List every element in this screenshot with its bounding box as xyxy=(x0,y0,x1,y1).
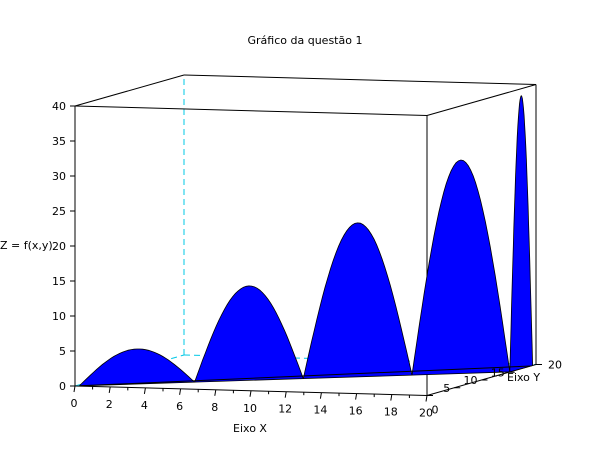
x-tick xyxy=(425,395,428,402)
x-tick xyxy=(319,392,322,399)
box-edge xyxy=(426,84,537,116)
x-tick-label: 18 xyxy=(384,406,398,419)
x-tick xyxy=(179,388,182,395)
surface-lobe xyxy=(302,222,413,380)
surface-lobe xyxy=(194,285,304,383)
z-tick-label: 5 xyxy=(59,345,66,358)
x-tick xyxy=(355,393,358,400)
box-edge xyxy=(74,105,428,116)
x-tick-label: 16 xyxy=(349,405,363,418)
x-tick xyxy=(108,386,111,394)
y-tick-label: 5 xyxy=(443,382,450,395)
x-tick-label: 2 xyxy=(106,398,113,411)
x-tick-label: 14 xyxy=(313,404,327,417)
x-tick-label: 4 xyxy=(141,399,148,412)
x-tick-label: 20 xyxy=(419,407,433,420)
x-tick-label: 8 xyxy=(211,401,218,414)
x-tick xyxy=(143,387,146,394)
z-tick-label: 0 xyxy=(59,380,66,393)
z-tick-label: 35 xyxy=(52,135,66,148)
x-tick-label: 12 xyxy=(278,403,292,416)
y-tick-label: 20 xyxy=(548,359,562,372)
surface-lobe xyxy=(411,159,511,376)
x-tick xyxy=(390,394,393,401)
y-tick-label: 0 xyxy=(432,404,439,417)
z-tick-label: 10 xyxy=(52,310,66,323)
x-tick xyxy=(73,385,76,393)
surface-group xyxy=(78,94,534,387)
x-tick-label: 0 xyxy=(71,397,78,410)
surface-lobe xyxy=(78,348,196,387)
box-edge xyxy=(183,74,537,85)
z-tick-label: 30 xyxy=(52,170,66,183)
x-tick-label: 10 xyxy=(243,402,257,415)
x-tick xyxy=(284,391,287,398)
y-axis-label: Eixo Y xyxy=(507,371,540,384)
y-tick-label: 15 xyxy=(491,366,505,379)
x-tick xyxy=(214,389,217,396)
surface-base-line xyxy=(79,365,531,387)
z-tick-label: 20 xyxy=(52,240,66,253)
chart-title: Gráfico da questão 1 xyxy=(248,34,363,47)
z-tick-label: 40 xyxy=(52,100,66,113)
surface-lobe xyxy=(509,94,534,373)
z-tick-label: 15 xyxy=(52,275,66,288)
x-tick xyxy=(249,390,252,397)
z-axis-label: Z = f(x,y) xyxy=(0,239,53,252)
z-tick-label: 25 xyxy=(52,205,66,218)
x-tick-label: 6 xyxy=(176,400,183,413)
y-tick-label: 10 xyxy=(464,374,478,387)
x-axis-label: Eixo X xyxy=(233,422,267,435)
box-edge xyxy=(74,74,185,107)
